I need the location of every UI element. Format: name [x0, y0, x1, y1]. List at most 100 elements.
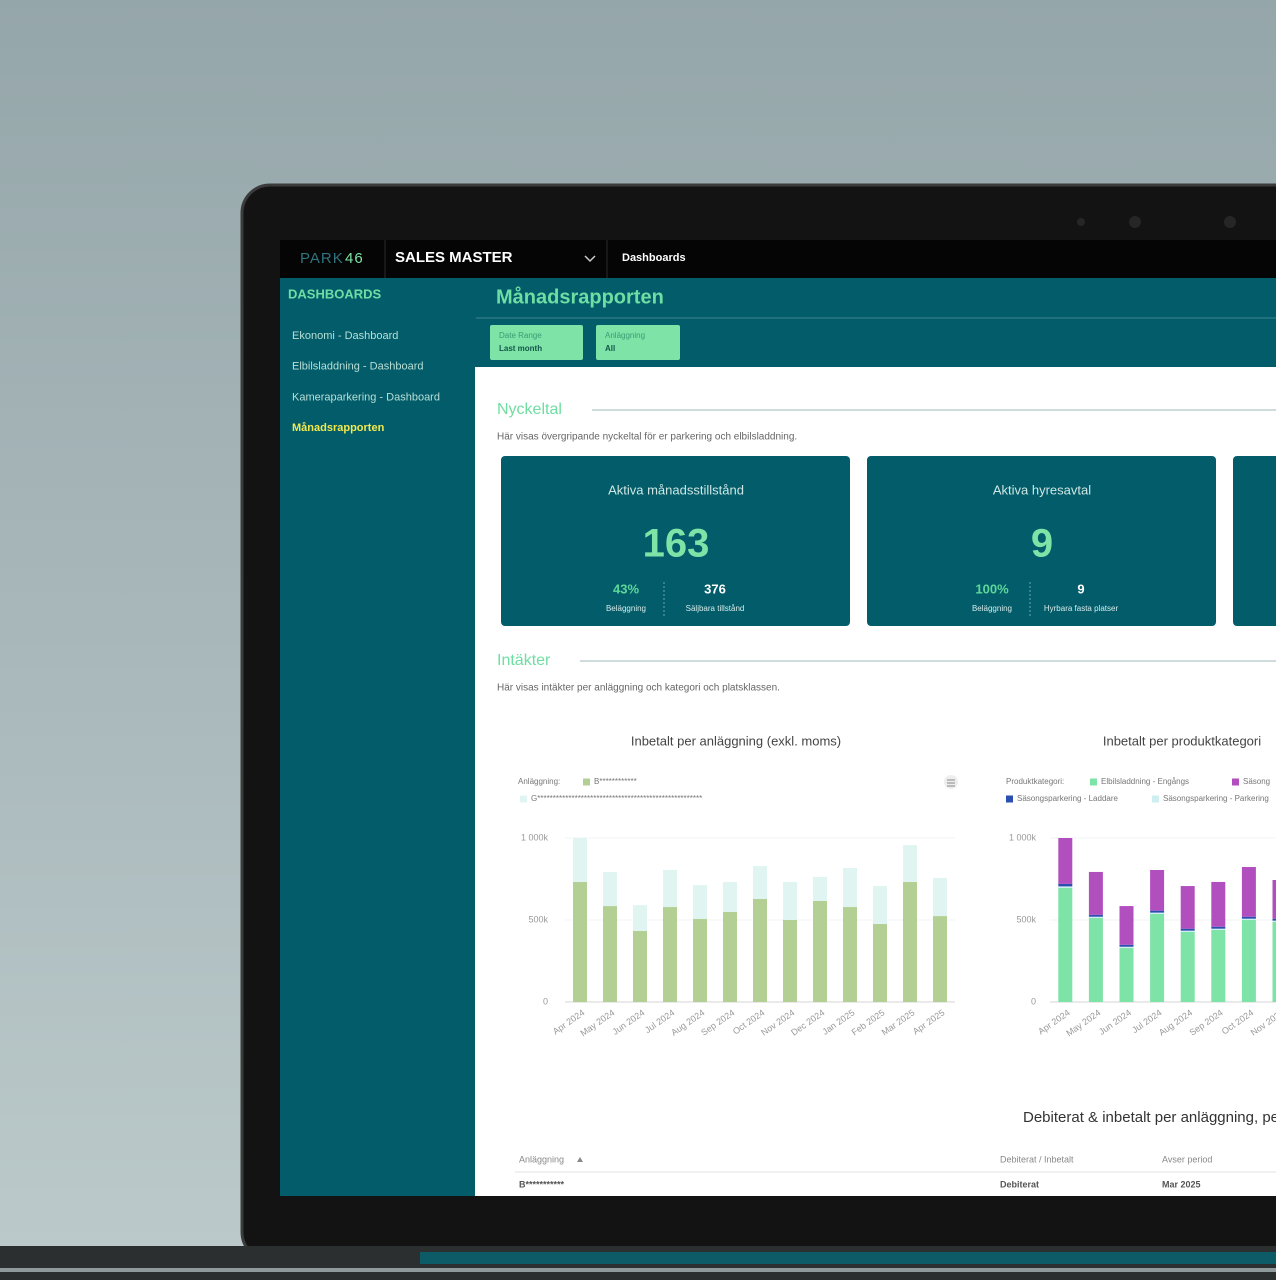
section-title: Intäkter [497, 652, 551, 669]
legend-swatch[interactable] [520, 795, 527, 803]
bar-segment [1241, 867, 1256, 917]
page-title: Månadsrapporten [496, 285, 664, 308]
chart-menu-icon[interactable] [947, 779, 955, 787]
chevron[interactable] [584, 255, 596, 263]
kpi-stat-value: 100% [975, 581, 1009, 596]
chart-menu[interactable] [944, 775, 958, 789]
bar-segment [843, 907, 857, 1002]
legend-label[interactable]: B************ [594, 777, 637, 786]
filter-box[interactable] [596, 325, 680, 360]
nav-tab[interactable]: Dashboards [622, 252, 686, 264]
camera [1129, 216, 1141, 228]
legend-swatch[interactable] [1090, 778, 1097, 786]
bar-segment [1180, 928, 1195, 931]
bar-segment [1150, 912, 1165, 914]
kpi-title: Aktiva månadsstillstånd [608, 482, 744, 497]
kpi-stat-label: Säljbara tillstånd [686, 604, 745, 613]
bar-segment [813, 877, 827, 901]
filter-label: Date Range [499, 331, 542, 340]
bar-segment [693, 885, 707, 920]
laptop-edge [0, 1268, 1276, 1272]
section-title: Nyckeltal [497, 401, 562, 418]
table-cell: Mar 2025 [1162, 1179, 1201, 1189]
sidebar-item[interactable]: Månadsrapporten [292, 422, 385, 434]
bar-segment [573, 881, 587, 1002]
sidebar-item[interactable]: Ekonomi - Dashboard [292, 330, 398, 342]
filter-box[interactable] [490, 325, 583, 360]
bar-segment [1088, 914, 1103, 917]
column-header[interactable]: Debiterat / Inbetalt [1000, 1154, 1074, 1164]
table: Anläggning Debiterat / Inbetalt Avser peri… [519, 1154, 1212, 1189]
bar-segment [813, 900, 827, 1002]
bar-segment [903, 845, 917, 882]
bar-segment [1119, 948, 1134, 1002]
section-description: Här visas intäkter per anläggning och ka… [497, 683, 780, 694]
sidebar-item[interactable]: Elbilsladdning - Dashboard [292, 361, 423, 373]
bar-segment [1088, 871, 1103, 915]
sensor [1077, 218, 1085, 226]
bar-segment [1241, 918, 1256, 920]
legend-label[interactable]: Säsongsparkering - Parkering [1163, 794, 1269, 803]
table-title: Debiterat & inbetalt per anläggning, pe [1023, 1109, 1276, 1126]
bar-segment [1150, 910, 1165, 913]
legend-label[interactable]: Elbilsladdning - Engångs [1101, 777, 1189, 786]
sidebar-item[interactable]: Kameraparkering - Dashboard [292, 391, 440, 403]
legend-title: Anläggning: [518, 777, 560, 786]
legend-swatch[interactable] [583, 778, 590, 786]
legend-label[interactable]: Säsong [1243, 777, 1270, 786]
y-tick-label: 0 [543, 996, 548, 1006]
legend-swatch[interactable] [1232, 778, 1239, 786]
column-header[interactable]: Avser period [1162, 1154, 1212, 1164]
bar-segment [1211, 881, 1226, 927]
filter-value: All [605, 344, 615, 353]
bar-segment [1180, 886, 1195, 929]
sort-icon[interactable] [577, 1157, 583, 1162]
bar-segment [723, 881, 737, 912]
kpi-value: 9 [1031, 522, 1053, 566]
section-description: Här visas övergripande nyckeltal för er … [497, 432, 797, 443]
bar-segment [783, 881, 797, 920]
bar-segment [603, 871, 617, 907]
legend-swatch[interactable] [1006, 795, 1013, 803]
bar-segment [1119, 946, 1134, 949]
column-header[interactable]: Anläggning [519, 1154, 564, 1164]
filter-value: Last month [499, 344, 542, 353]
y-tick-label: 1 000k [1009, 832, 1037, 842]
bar-segment [1150, 913, 1165, 1002]
brand: 46 [345, 250, 364, 267]
legend-label[interactable]: Säsongsparkering - Laddare [1017, 794, 1119, 803]
bar-segment [1211, 928, 1226, 931]
legend-swatch[interactable] [1152, 795, 1159, 803]
bar-segment [1211, 926, 1226, 929]
y-tick-label: 500k [528, 914, 548, 924]
sidebar-heading: DASHBOARDS [288, 286, 382, 301]
bar-segment [1180, 930, 1195, 932]
bar-segment [873, 886, 887, 924]
chart-title: Inbetalt per anläggning (exkl. moms) [631, 733, 841, 748]
bar-segment [1272, 879, 1276, 919]
bar-segment [1272, 920, 1276, 922]
app-name[interactable]: SALES MASTER [395, 249, 513, 266]
bar-segment [843, 868, 857, 908]
bar-segment [753, 866, 767, 900]
bar-segment [933, 878, 947, 917]
y-tick-label: 1 000k [521, 832, 549, 842]
chart-title: Inbetalt per produktkategori [1103, 733, 1261, 748]
bar-segment [1058, 888, 1073, 1002]
bar-segment [1272, 918, 1276, 921]
kpi-cards: Aktiva månadsstillstånd 163 43% Beläggning 3… [501, 456, 1216, 626]
kpi-value: 163 [643, 522, 710, 566]
kpi-title: Aktiva hyresavtal [993, 482, 1091, 497]
kpi-card [1233, 456, 1276, 626]
bar-segment [1088, 918, 1103, 1002]
bar-segment [1088, 916, 1103, 919]
bar-segment [633, 930, 647, 1002]
bar-segment [663, 907, 677, 1002]
kpi-stat-value: 376 [704, 581, 726, 596]
filters: Date Range Last month Anläggning All [490, 325, 680, 360]
legend-label[interactable]: G***************************************… [531, 794, 702, 803]
kpi-stat-label: Beläggning [606, 604, 646, 613]
bar-segment [1272, 921, 1276, 1002]
